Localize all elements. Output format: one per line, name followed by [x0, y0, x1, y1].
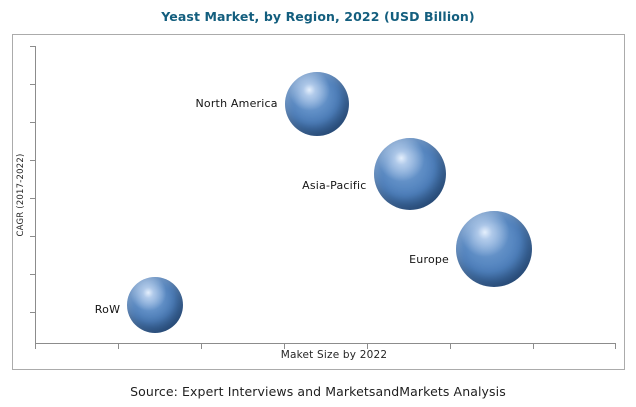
- y-axis-tick: [30, 46, 35, 47]
- x-axis-tick: [201, 344, 202, 349]
- bubble-asia-pacific: [373, 137, 446, 210]
- chart-title: Yeast Market, by Region, 2022 (USD Billi…: [161, 9, 475, 24]
- y-axis-tick: [30, 274, 35, 275]
- x-axis-tick: [615, 344, 616, 349]
- y-axis-title: CAGR (2017-2022): [16, 153, 26, 237]
- x-axis-tick: [450, 344, 451, 349]
- x-axis-line: [35, 343, 616, 344]
- y-axis-tick: [30, 236, 35, 237]
- bubble-north-america: [284, 71, 349, 136]
- x-axis-tick: [118, 344, 119, 349]
- y-axis-tick: [30, 312, 35, 313]
- y-axis-line: [35, 46, 36, 344]
- x-axis-tick: [284, 344, 285, 349]
- bubble-europe: [456, 211, 533, 288]
- bubble-label-row: RoW: [94, 303, 121, 316]
- bubble-label-europe: Europe: [409, 253, 450, 267]
- y-axis-tick: [30, 198, 35, 199]
- y-axis-tick: [30, 160, 35, 161]
- source-note: Source: Expert Interviews and Marketsand…: [130, 384, 506, 399]
- x-axis-title: Maket Size by 2022: [280, 349, 388, 361]
- bubble-row: [127, 277, 184, 333]
- bubble-label-asia-pacific: Asia-Pacific: [302, 178, 367, 192]
- x-axis-tick: [533, 344, 534, 349]
- x-axis-tick: [35, 344, 36, 349]
- y-axis-tick: [30, 122, 35, 123]
- x-axis-tick: [367, 344, 368, 349]
- y-axis-tick: [30, 84, 35, 85]
- bubble-label-north-america: North America: [195, 96, 278, 110]
